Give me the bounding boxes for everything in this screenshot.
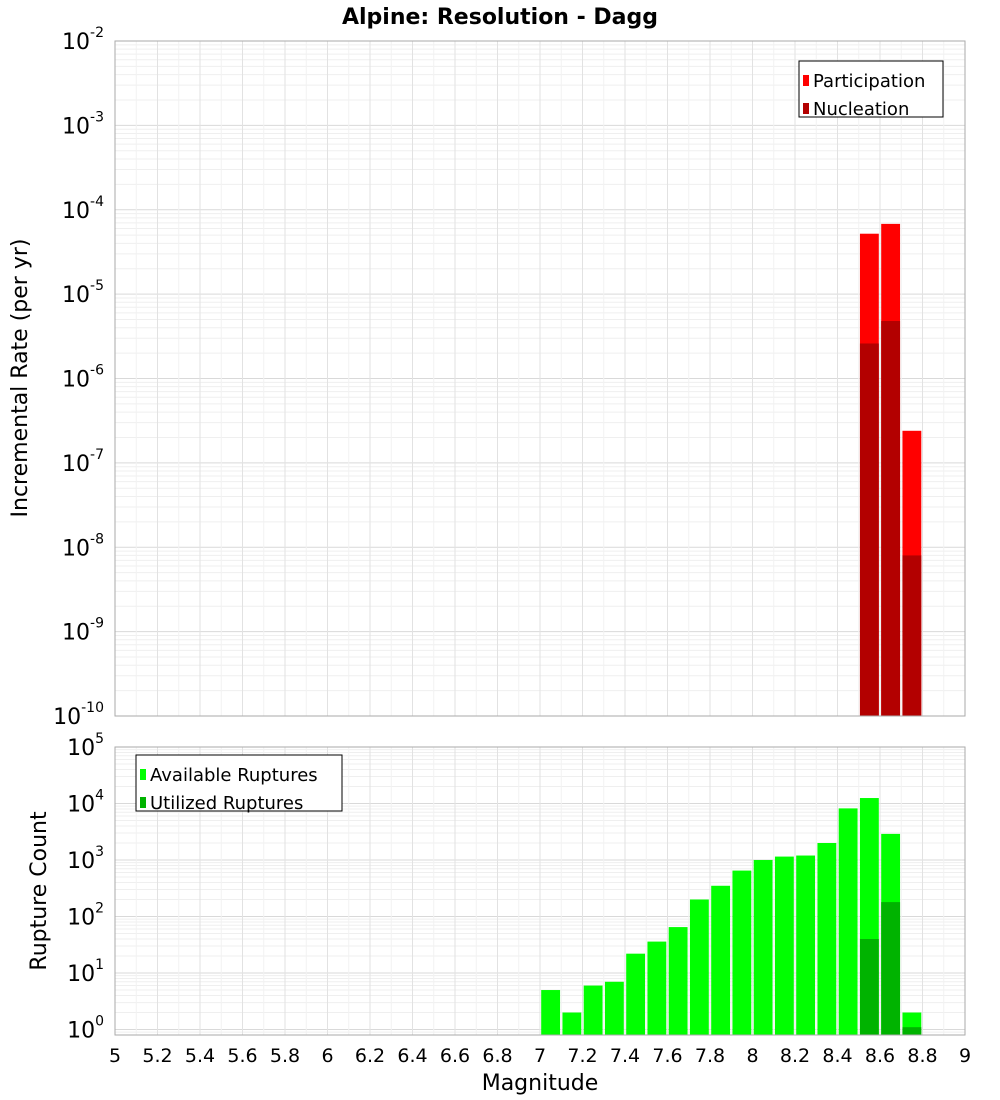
x-tick-label: 6 bbox=[321, 1045, 333, 1067]
legend-swatch bbox=[140, 797, 146, 808]
bar bbox=[562, 1012, 582, 1035]
x-tick-label: 6.6 bbox=[440, 1045, 470, 1067]
legend-box bbox=[135, 754, 343, 812]
bar bbox=[859, 343, 879, 716]
plot-frame bbox=[114, 746, 966, 1036]
legend-label: Participation bbox=[813, 71, 925, 92]
y-tick-label: 104 bbox=[67, 788, 104, 818]
panel-count: 100 101 102 103 104 105 Available Ruptures Util… bbox=[67, 731, 971, 1067]
legend-box bbox=[798, 60, 944, 118]
bar bbox=[689, 899, 709, 1035]
bar bbox=[604, 981, 624, 1035]
series-utilized-ruptures bbox=[859, 902, 922, 1035]
bar bbox=[774, 856, 794, 1035]
bar bbox=[902, 1027, 922, 1035]
chart-title: Alpine: Resolution - Dagg bbox=[342, 5, 658, 30]
bar bbox=[732, 870, 752, 1035]
x-tick-label: 8.2 bbox=[780, 1045, 810, 1067]
x-tick-label: 5.2 bbox=[142, 1045, 172, 1067]
y-tick-label: 10-7 bbox=[62, 447, 104, 477]
bar bbox=[541, 990, 561, 1035]
x-tick-label: 6.4 bbox=[397, 1045, 427, 1067]
y-tick-label: 10-8 bbox=[62, 531, 104, 561]
x-tick-label: 7.8 bbox=[695, 1045, 725, 1067]
x-tick-label: 8.6 bbox=[865, 1045, 895, 1067]
bar bbox=[817, 843, 837, 1035]
x-tick-label: 8.8 bbox=[907, 1045, 937, 1067]
y-tick-label: 10-3 bbox=[62, 109, 104, 139]
legend-swatch bbox=[803, 75, 809, 86]
x-tick-label: 8 bbox=[746, 1045, 758, 1067]
bar bbox=[881, 902, 901, 1035]
x-tick-label: 8.4 bbox=[822, 1045, 852, 1067]
grid bbox=[114, 41, 966, 717]
bar bbox=[647, 941, 667, 1035]
x-tick-label: 5.6 bbox=[227, 1045, 257, 1067]
y-tick-label: 100 bbox=[67, 1014, 104, 1044]
y-tick-label: 103 bbox=[67, 844, 104, 874]
legend-label: Available Ruptures bbox=[150, 765, 318, 786]
x-tick-label: 9 bbox=[959, 1045, 971, 1067]
x-tick-label: 7.6 bbox=[652, 1045, 682, 1067]
x-tick-label: 5.8 bbox=[270, 1045, 300, 1067]
x-tick-label: 7.2 bbox=[567, 1045, 597, 1067]
top-y-axis-label: Incremental Rate (per yr) bbox=[8, 239, 33, 518]
x-tick-label: 6.2 bbox=[355, 1045, 385, 1067]
series-available-ruptures bbox=[541, 798, 922, 1035]
legend-swatch bbox=[140, 769, 146, 780]
x-tick-label: 6.8 bbox=[482, 1045, 512, 1067]
bar bbox=[838, 808, 858, 1035]
x-tick-label: 5.4 bbox=[185, 1045, 215, 1067]
y-tick-label: 10-9 bbox=[62, 616, 104, 646]
panel-rate: 10-10 10-9 10-8 10-7 10-6 10-5 10-4 10-3 10-2 Par… bbox=[53, 25, 966, 730]
y-tick-label: 10-10 bbox=[53, 700, 104, 730]
x-tick-label: 7 bbox=[534, 1045, 546, 1067]
bar bbox=[753, 860, 773, 1035]
legend-label: Utilized Ruptures bbox=[150, 793, 303, 814]
y-tick-label: 10-5 bbox=[62, 278, 104, 308]
series-nucleation bbox=[859, 321, 922, 716]
legend-swatch bbox=[803, 103, 809, 114]
legend: Participation Nucleation bbox=[798, 60, 944, 120]
bar bbox=[902, 555, 922, 716]
bar bbox=[796, 855, 816, 1035]
bar bbox=[859, 939, 879, 1035]
bar bbox=[583, 985, 603, 1035]
y-tick-label: 10-2 bbox=[62, 25, 104, 55]
bar bbox=[881, 321, 901, 716]
bottom-y-axis-label: Rupture Count bbox=[27, 811, 52, 971]
bar bbox=[711, 885, 731, 1035]
legend: Available Ruptures Utilized Ruptures bbox=[135, 754, 343, 814]
x-axis-label: Magnitude bbox=[482, 1071, 599, 1096]
legend-label: Nucleation bbox=[813, 99, 909, 120]
x-tick-label: 5 bbox=[109, 1045, 121, 1067]
bar bbox=[626, 953, 646, 1035]
y-tick-label: 105 bbox=[67, 731, 104, 761]
y-tick-label: 10-4 bbox=[62, 194, 104, 224]
plot-frame bbox=[114, 40, 966, 717]
x-tick-label: 7.4 bbox=[610, 1045, 640, 1067]
y-tick-label: 101 bbox=[67, 957, 104, 987]
y-tick-label: 102 bbox=[67, 901, 104, 931]
y-tick-label: 10-6 bbox=[62, 363, 104, 393]
bar bbox=[668, 927, 688, 1035]
